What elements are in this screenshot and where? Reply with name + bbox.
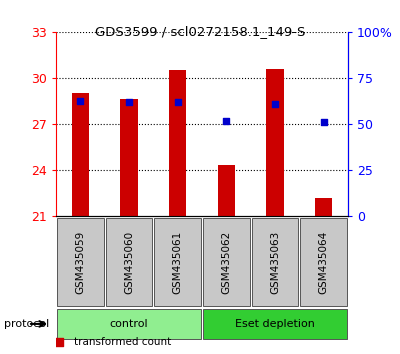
Point (320, 120, 327, 125)
FancyBboxPatch shape (106, 218, 152, 306)
Text: GSM435062: GSM435062 (221, 230, 231, 293)
Point (174, 99, 181, 105)
Text: control: control (110, 319, 148, 329)
FancyBboxPatch shape (57, 218, 104, 306)
Bar (315, 198, 332, 216)
FancyBboxPatch shape (203, 218, 250, 306)
Text: GSM435064: GSM435064 (319, 230, 329, 293)
Point (126, 99, 132, 105)
Text: GSM435063: GSM435063 (270, 230, 280, 293)
Text: Eset depletion: Eset depletion (235, 319, 315, 329)
Text: GSM435059: GSM435059 (75, 230, 85, 293)
FancyBboxPatch shape (57, 309, 201, 338)
Bar (72, 93, 89, 216)
Bar (120, 99, 138, 216)
FancyBboxPatch shape (154, 218, 201, 306)
Text: protocol: protocol (4, 319, 49, 329)
Text: GSM435061: GSM435061 (173, 230, 183, 293)
Point (77, 98, 84, 104)
FancyBboxPatch shape (252, 218, 298, 306)
Bar (169, 70, 186, 216)
Text: GSM435060: GSM435060 (124, 230, 134, 293)
Text: transformed count: transformed count (74, 337, 171, 347)
FancyBboxPatch shape (203, 309, 347, 338)
Point (223, 118, 230, 124)
FancyBboxPatch shape (300, 218, 347, 306)
Text: GDS3599 / scl0272158.1_149-S: GDS3599 / scl0272158.1_149-S (95, 25, 305, 38)
Bar (218, 165, 235, 216)
Point (56, 339, 62, 344)
Point (272, 101, 278, 107)
Bar (266, 69, 284, 216)
